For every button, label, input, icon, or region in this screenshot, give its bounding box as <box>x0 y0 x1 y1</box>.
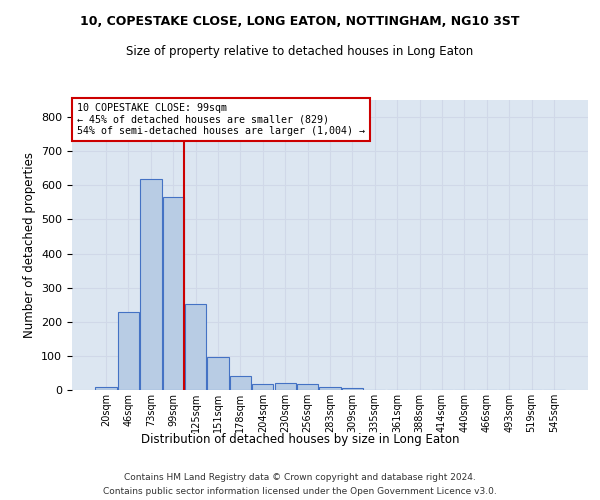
Bar <box>140 179 161 390</box>
Text: Distribution of detached houses by size in Long Eaton: Distribution of detached houses by size … <box>141 432 459 446</box>
Text: 10, COPESTAKE CLOSE, LONG EATON, NOTTINGHAM, NG10 3ST: 10, COPESTAKE CLOSE, LONG EATON, NOTTING… <box>80 15 520 28</box>
Y-axis label: Number of detached properties: Number of detached properties <box>23 152 35 338</box>
Bar <box>163 196 184 390</box>
Bar <box>118 312 139 390</box>
Bar <box>342 388 363 390</box>
Bar <box>95 386 117 390</box>
Bar <box>275 383 296 390</box>
Text: Contains public sector information licensed under the Open Government Licence v3: Contains public sector information licen… <box>103 488 497 496</box>
Bar <box>208 357 229 390</box>
Bar <box>185 304 206 390</box>
Text: 10 COPESTAKE CLOSE: 99sqm
← 45% of detached houses are smaller (829)
54% of semi: 10 COPESTAKE CLOSE: 99sqm ← 45% of detac… <box>77 103 365 136</box>
Text: Size of property relative to detached houses in Long Eaton: Size of property relative to detached ho… <box>127 45 473 58</box>
Bar <box>230 376 251 390</box>
Bar <box>319 386 341 390</box>
Bar <box>297 384 318 390</box>
Text: Contains HM Land Registry data © Crown copyright and database right 2024.: Contains HM Land Registry data © Crown c… <box>124 472 476 482</box>
Bar <box>252 384 274 390</box>
